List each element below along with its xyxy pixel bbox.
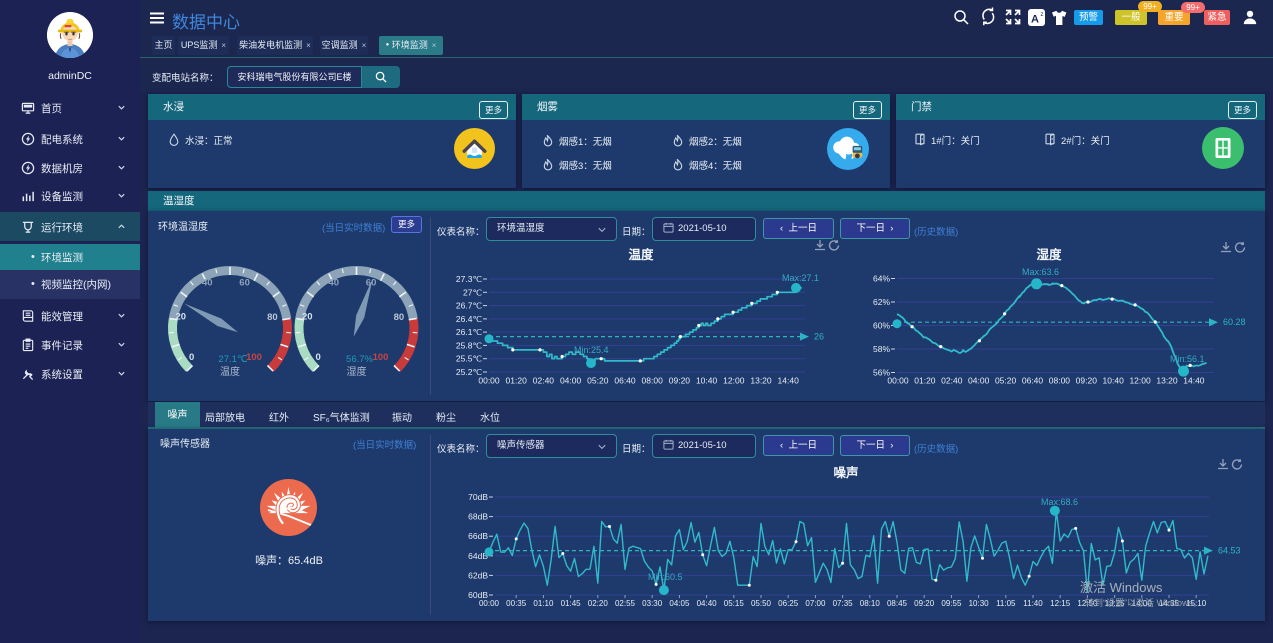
svg-text:z: z bbox=[1041, 12, 1044, 18]
svg-text:A: A bbox=[1031, 14, 1039, 26]
